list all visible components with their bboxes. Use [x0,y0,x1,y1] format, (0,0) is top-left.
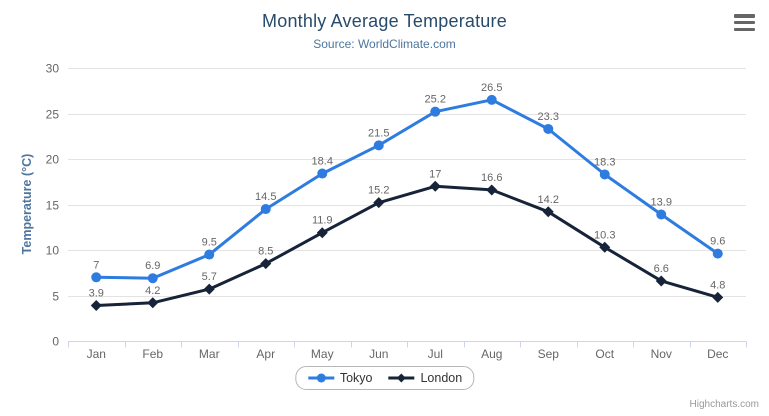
data-label: 8.5 [258,246,273,258]
chart-title: Monthly Average Temperature [262,11,507,31]
x-axis-label: Jun [369,347,388,361]
data-point-tokyo[interactable] [91,272,102,283]
data-label: 6.6 [654,263,669,275]
data-point-london[interactable] [655,275,667,287]
y-axis-label: 20 [46,153,60,167]
legend-item-tokyo[interactable]: Tokyo [307,371,373,385]
data-point-tokyo[interactable] [543,123,554,134]
hamburger-bar [733,20,755,25]
data-label: 14.5 [255,191,276,203]
hamburger-icon [731,14,757,31]
legend-label: London [420,371,463,385]
hamburger-bar [733,14,755,18]
data-point-london[interactable] [260,258,272,270]
data-point-tokyo[interactable] [317,168,328,179]
y-axis-title: Temperature (°C) [20,153,34,255]
data-label: 4.8 [710,279,725,291]
data-label: 16.6 [481,172,502,184]
data-label: 25.2 [425,94,446,106]
y-axis-label: 15 [46,199,60,213]
data-label: 21.5 [368,127,389,139]
series-line-london[interactable] [94,184,720,307]
data-label: 3.9 [89,288,104,300]
legend-marker-tokyo [307,373,334,383]
y-axis-label: 25 [46,108,60,122]
data-point-tokyo[interactable] [712,248,723,259]
data-point-tokyo[interactable] [486,94,497,105]
legend-marker-shape [316,373,326,383]
data-point-london[interactable] [316,227,328,239]
legend-marker-shape [396,373,406,383]
x-axis-label: Feb [142,347,163,361]
hamburger-bar [733,27,755,31]
data-label: 23.3 [538,111,559,123]
data-label: 7 [93,259,99,271]
data-point-tokyo[interactable] [260,204,271,215]
data-label: 17 [429,168,441,180]
data-point-london[interactable] [147,297,159,309]
data-point-london[interactable] [542,206,554,218]
data-label: 11.9 [312,215,333,227]
chart-subtitle: Source: WorldClimate.com [313,37,456,51]
data-label: 10.3 [594,229,615,241]
x-axis-label: May [311,347,334,361]
x-axis-label: Jan [87,347,106,361]
data-label: 15.2 [368,185,389,197]
legend: Tokyo London [294,366,475,390]
credits-link[interactable]: Highcharts.com [689,399,759,410]
y-axis-label: 30 [46,62,60,76]
data-label: 5.7 [202,271,217,283]
data-label: 9.5 [202,237,217,249]
data-point-london[interactable] [712,291,724,303]
data-point-london[interactable] [373,197,385,209]
y-axis-label: 0 [52,335,59,349]
data-label: 9.6 [710,236,725,248]
x-axis-label: Sep [538,347,560,361]
y-axis-label: 5 [52,290,59,304]
x-axis-label: Apr [256,347,275,361]
x-axis-label: Dec [707,347,728,361]
x-axis-label: Oct [595,347,614,361]
data-point-tokyo[interactable] [204,249,215,260]
data-point-london[interactable] [429,180,441,192]
data-label: 14.2 [538,194,559,206]
data-label: 13.9 [651,197,672,209]
data-label: 18.4 [312,156,333,168]
data-point-london[interactable] [599,241,611,253]
data-label: 26.5 [481,82,502,94]
context-menu-button[interactable] [731,14,757,31]
x-axis-label: Jul [428,347,443,361]
data-point-london[interactable] [486,184,498,196]
x-axis-label: Mar [199,347,220,361]
y-axis-label: 10 [46,244,60,258]
data-point-london[interactable] [203,283,215,295]
x-axis-label: Nov [651,347,672,361]
data-label: 18.3 [594,156,615,168]
data-label: 4.2 [145,285,160,297]
legend-label: Tokyo [339,371,373,385]
data-label: 6.9 [145,260,160,272]
data-point-tokyo[interactable] [430,106,441,117]
series-line-tokyo[interactable] [94,98,720,280]
data-point-london[interactable] [90,300,102,312]
data-point-tokyo[interactable] [656,209,667,220]
data-point-tokyo[interactable] [599,169,610,180]
x-axis-label: Aug [481,347,502,361]
data-point-tokyo[interactable] [373,140,384,151]
legend-marker-london [388,373,415,383]
legend-item-london[interactable]: London [387,371,462,385]
data-point-tokyo[interactable] [147,273,158,284]
